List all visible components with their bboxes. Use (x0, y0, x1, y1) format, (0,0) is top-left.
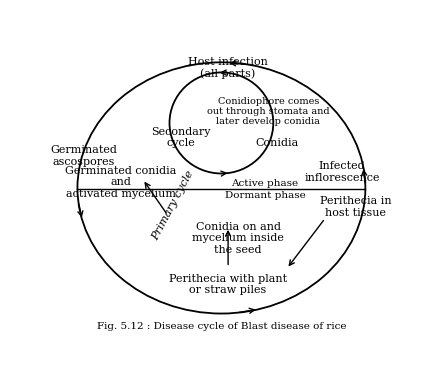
Text: Fig. 5.12 : Disease cycle of Blast disease of rice: Fig. 5.12 : Disease cycle of Blast disea… (97, 322, 346, 331)
Text: Conidia: Conidia (255, 138, 298, 148)
Text: Conidiophore comes
out through stomata and
later develop conidia: Conidiophore comes out through stomata a… (207, 96, 330, 126)
Text: Host infection
(all parts): Host infection (all parts) (188, 57, 268, 79)
Text: Dormant phase: Dormant phase (225, 191, 305, 200)
Text: Germinated
ascospores: Germinated ascospores (51, 146, 118, 167)
Text: Germinated conidia
and
activated mycelium: Germinated conidia and activated myceliu… (65, 165, 177, 199)
Text: Conidia on and
mycelium inside
the seed: Conidia on and mycelium inside the seed (192, 222, 284, 255)
Text: Primary cycle: Primary cycle (150, 169, 195, 242)
Text: Perithecia in
host tissue: Perithecia in host tissue (320, 196, 391, 217)
Text: Active phase: Active phase (232, 179, 299, 188)
Text: Infected
inflorescence: Infected inflorescence (304, 161, 380, 183)
Text: Secondary
cycle: Secondary cycle (152, 127, 211, 148)
Text: Perithecia with plant
or straw piles: Perithecia with plant or straw piles (169, 274, 287, 296)
